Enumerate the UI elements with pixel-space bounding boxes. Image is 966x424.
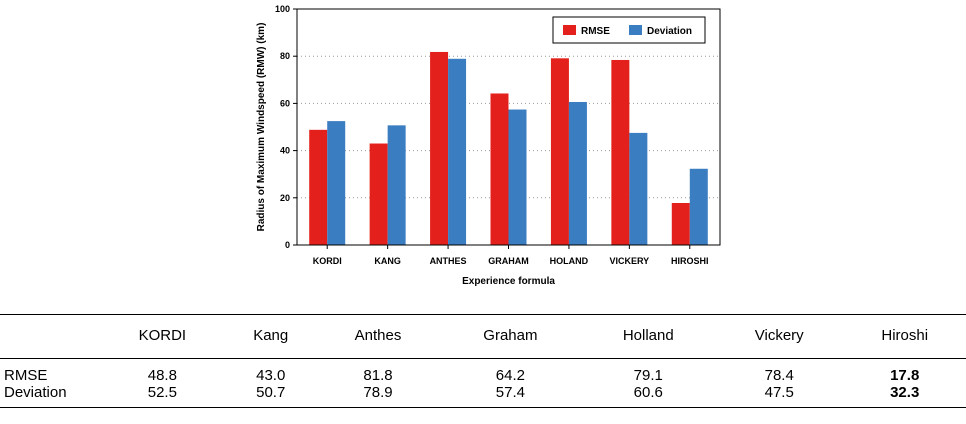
y-tick-label: 60: [280, 98, 290, 108]
table-cell: 60.6: [581, 383, 716, 408]
column-header: Holland: [581, 314, 716, 359]
table-cell: 43.0: [256, 366, 286, 384]
table-cell-best: 17.8: [890, 366, 920, 384]
column-header: Graham: [439, 314, 582, 359]
table-corner-cell: [0, 314, 100, 359]
bar-rmse-kordi: [309, 129, 328, 245]
table-cell: 78.9: [316, 383, 440, 408]
bar-deviation-kordi: [327, 121, 346, 245]
bars: [309, 51, 708, 246]
x-axis-title: Experience formula: [462, 276, 555, 287]
legend: RMSE Deviation: [552, 16, 706, 44]
bar-rmse-kang: [369, 143, 388, 245]
gridlines: [297, 55, 720, 199]
x-tick-label: ANTHES: [430, 256, 467, 266]
table-row: RMSE 48.8 43.0 81.8 64.2 79.1 78.4 17.8: [0, 358, 966, 384]
legend-swatch-deviation: [629, 25, 642, 35]
row-label: Deviation: [0, 383, 100, 408]
bar-chart: 0 20 40 60 80 100 KORDI KANG ANTHES GRAHAM HOLAND…: [256, 4, 721, 287]
table-cell: 81.8: [363, 366, 393, 384]
table-row: Deviation 52.5 50.7 78.9 57.4 60.6 47.5 …: [0, 383, 966, 408]
y-tick-label: 20: [280, 193, 290, 203]
bar-deviation-vickery: [629, 132, 648, 245]
x-tick-label: KANG: [374, 256, 401, 266]
column-header: Kang: [224, 314, 317, 359]
x-tick-label: VICKERY: [610, 256, 650, 266]
table-cell-best: 32.3: [843, 383, 966, 408]
bar-deviation-anthes: [448, 58, 467, 245]
bar-deviation-graham: [508, 109, 527, 245]
table-cell: 48.8: [147, 366, 177, 384]
y-tick-label: 80: [280, 51, 290, 61]
bar-rmse-anthes: [430, 51, 449, 246]
legend-swatch-rmse: [563, 25, 576, 35]
column-header: Anthes: [316, 314, 440, 359]
bar-deviation-holand: [568, 101, 587, 245]
table-cell: 79.1: [633, 366, 663, 384]
x-tick-label: KORDI: [313, 256, 342, 266]
legend-label-rmse: RMSE: [581, 26, 610, 37]
table-cell: 52.5: [100, 383, 225, 408]
y-axis-ticks: 0 20 40 60 80 100: [275, 4, 297, 250]
legend-label-deviation: Deviation: [647, 26, 692, 37]
column-header: Vickery: [715, 314, 844, 359]
table-cell: 78.4: [764, 366, 794, 384]
y-axis-title: Radius of Maximum Windspeed (RMW) (km): [256, 23, 267, 232]
table-cell: 47.5: [715, 383, 844, 408]
x-tick-label: GRAHAM: [488, 256, 529, 266]
bar-deviation-kang: [387, 125, 406, 245]
y-tick-label: 100: [275, 4, 290, 14]
table-header-row: KORDI Kang Anthes Graham Holland Vickery…: [0, 314, 966, 359]
table-cell: 57.4: [439, 383, 582, 408]
bar-deviation-hiroshi: [689, 168, 708, 245]
x-axis-ticks: KORDI KANG ANTHES GRAHAM HOLAND VICKERY HIROSH…: [313, 245, 709, 266]
bar-rmse-vickery: [611, 59, 630, 246]
column-header: Hiroshi: [843, 314, 966, 359]
x-tick-label: HOLAND: [550, 256, 589, 266]
row-label: RMSE: [4, 366, 48, 384]
column-header: KORDI: [100, 314, 225, 359]
bar-rmse-holand: [550, 58, 569, 245]
bar-rmse-hiroshi: [671, 202, 690, 245]
x-tick-label: HIROSHI: [671, 256, 709, 266]
results-table: KORDI Kang Anthes Graham Holland Vickery…: [0, 314, 966, 408]
table-cell: 64.2: [495, 366, 525, 384]
y-tick-label: 40: [280, 146, 290, 156]
bar-rmse-graham: [490, 93, 509, 245]
table-cell: 50.7: [224, 383, 317, 408]
y-tick-label: 0: [285, 240, 290, 250]
